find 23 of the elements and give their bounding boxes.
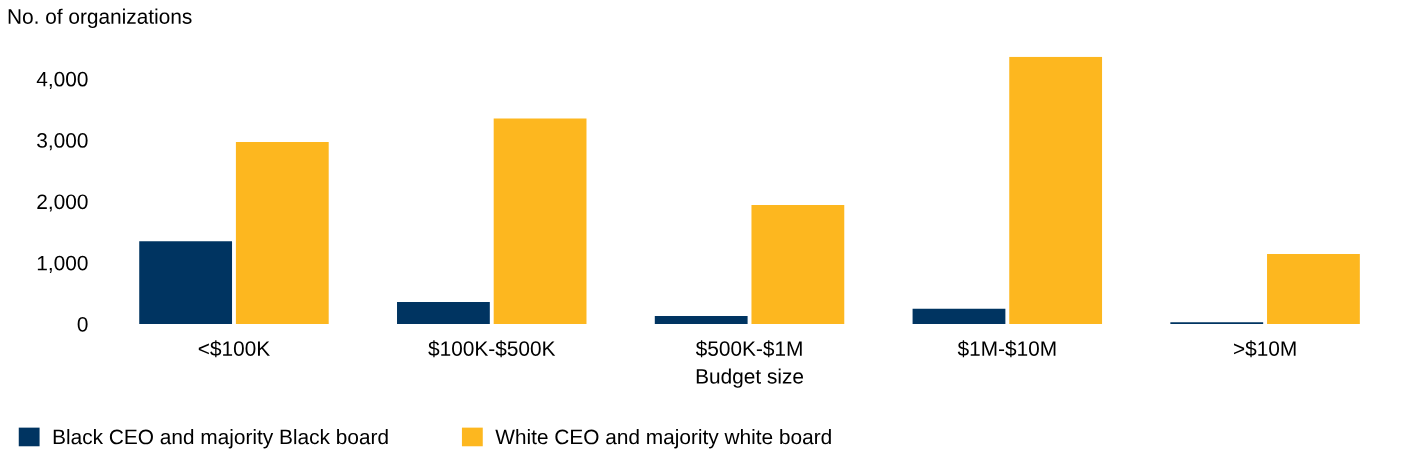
legend-label: White CEO and majority white board <box>495 428 831 449</box>
bar <box>654 316 748 324</box>
x-tick-label: <$100K <box>198 340 270 358</box>
bar <box>397 301 490 324</box>
y-tick-label: 2,000 <box>37 194 88 212</box>
y-tick-label: 4,000 <box>36 71 88 89</box>
y-tick-label: 3,000 <box>37 133 88 151</box>
bar <box>493 118 587 324</box>
y-tick-label: 0 <box>77 316 88 332</box>
x-axis-title: Budget size <box>696 368 804 388</box>
bar <box>139 241 233 324</box>
bar <box>912 308 1006 324</box>
x-tick-label: $500K-$1M <box>695 340 802 358</box>
y-axis-title: No. of organizations <box>8 8 192 29</box>
bar <box>1267 254 1360 324</box>
bar <box>1009 56 1103 324</box>
bar <box>751 205 845 324</box>
x-tick-label: >$10M <box>1233 340 1296 358</box>
bar <box>235 141 329 324</box>
x-tick-label: $100K-$500K <box>428 340 556 358</box>
y-tick-label: 1,000 <box>37 255 88 273</box>
x-tick-label: $1M-$10M <box>957 340 1056 358</box>
legend-label: Black CEO and majority Black board <box>53 428 388 449</box>
